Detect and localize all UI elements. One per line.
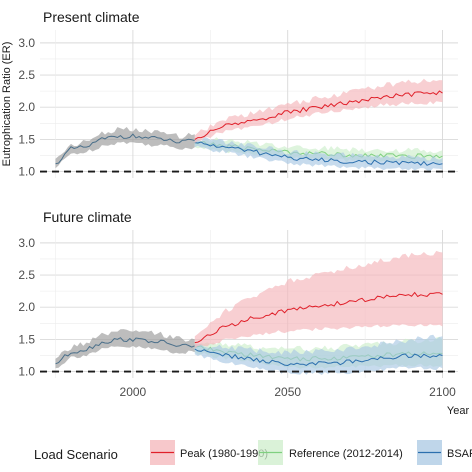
legend-label: BSAP — [447, 448, 472, 460]
y-tick-label: 2.5 — [18, 68, 35, 82]
legend: Load Scenario Peak (1980-1990) Reference (… — [34, 440, 472, 465]
peak-series-band — [194, 78, 443, 144]
reference-series-band — [194, 137, 443, 164]
y-tick-label: 3.0 — [18, 236, 35, 250]
y-tick-label: 1.5 — [18, 332, 35, 346]
y-tick-label: 2.5 — [18, 268, 35, 282]
bsap-series-line — [194, 348, 443, 367]
y-tick-label: 2.0 — [18, 100, 35, 114]
panel-title: Future climate — [43, 209, 132, 225]
y-tick-label: 1.0 — [18, 365, 35, 379]
panel-future-climate: Future climate 1.0 1.5 2.0 2.5 3.0 — [18, 209, 458, 379]
y-tick-label: 1.5 — [18, 132, 35, 146]
legend-label: Peak (1980-1990) — [180, 448, 268, 460]
legend-title: Load Scenario — [34, 447, 118, 462]
bsap-series-band — [194, 334, 443, 375]
x-tick-label: 2050 — [274, 385, 301, 399]
x-axis-title: Year — [447, 405, 470, 417]
x-tick-label: 2100 — [429, 385, 456, 399]
y-tick-label: 2.0 — [18, 300, 35, 314]
peak-series-line — [194, 90, 443, 140]
x-tick-label: 2000 — [120, 385, 147, 399]
historical-series-band — [55, 329, 195, 369]
y-axis-title: Eutrophication Ratio (ER) — [1, 42, 13, 167]
historical-series-line — [55, 337, 195, 365]
legend-label: Reference (2012-2014) — [289, 448, 403, 460]
historical-series-line — [55, 133, 195, 165]
y-tick-label: 3.0 — [18, 36, 35, 50]
panel-title: Present climate — [43, 9, 140, 25]
bsap-series-line — [194, 141, 443, 166]
historical-series-band — [55, 127, 195, 169]
panel-present-climate: Present climate 1.0 1.5 2.0 2.5 3.0 — [18, 9, 458, 179]
y-tick-label: 1.0 — [18, 165, 35, 179]
peak-series-line — [194, 291, 443, 344]
peak-series-band — [194, 250, 443, 349]
bsap-series-band — [194, 137, 443, 172]
